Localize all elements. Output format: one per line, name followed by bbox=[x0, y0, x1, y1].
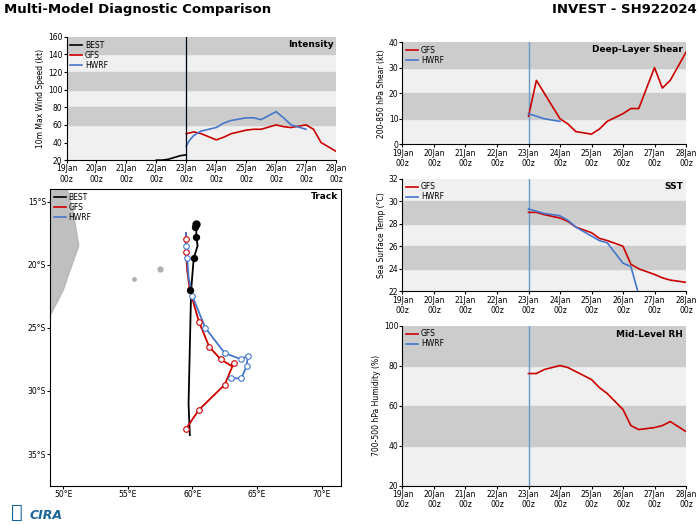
Bar bbox=[402, 201, 686, 224]
Text: CIRA: CIRA bbox=[29, 509, 62, 522]
Legend: GFS, HWRF: GFS, HWRF bbox=[405, 44, 445, 67]
Bar bbox=[402, 246, 686, 269]
Text: Mid-Level RH: Mid-Level RH bbox=[616, 330, 683, 339]
Point bbox=[190, 233, 202, 241]
Bar bbox=[66, 37, 336, 55]
Polygon shape bbox=[50, 189, 79, 315]
Y-axis label: Sea Surface Temp (°C): Sea Surface Temp (°C) bbox=[377, 192, 386, 278]
Point bbox=[190, 223, 201, 231]
Text: SST: SST bbox=[664, 182, 683, 191]
Legend: BEST, GFS, HWRF: BEST, GFS, HWRF bbox=[52, 191, 93, 224]
Y-axis label: 200-850 hPa Shear (kt): 200-850 hPa Shear (kt) bbox=[377, 49, 386, 138]
Bar bbox=[402, 405, 686, 446]
Text: ⦿: ⦿ bbox=[10, 503, 22, 522]
Y-axis label: 10m Max Wind Speed (kt): 10m Max Wind Speed (kt) bbox=[36, 49, 45, 148]
Text: Deep-Layer Shear: Deep-Layer Shear bbox=[592, 45, 683, 54]
Legend: BEST, GFS, HWRF: BEST, GFS, HWRF bbox=[69, 39, 109, 71]
Text: Intensity: Intensity bbox=[288, 40, 333, 49]
Bar bbox=[402, 326, 686, 365]
Bar bbox=[66, 72, 336, 90]
Legend: GFS, HWRF: GFS, HWRF bbox=[405, 328, 445, 350]
Text: Track: Track bbox=[311, 192, 338, 201]
Point bbox=[184, 286, 195, 294]
Bar bbox=[66, 107, 336, 125]
Y-axis label: 700-500 hPa Humidity (%): 700-500 hPa Humidity (%) bbox=[372, 355, 381, 456]
Bar bbox=[402, 93, 686, 119]
Text: INVEST - SH922024: INVEST - SH922024 bbox=[552, 3, 696, 16]
Point bbox=[188, 254, 199, 262]
Text: Multi-Model Diagnostic Comparison: Multi-Model Diagnostic Comparison bbox=[4, 3, 271, 16]
Bar bbox=[402, 42, 686, 68]
Legend: GFS, HWRF: GFS, HWRF bbox=[405, 181, 445, 203]
